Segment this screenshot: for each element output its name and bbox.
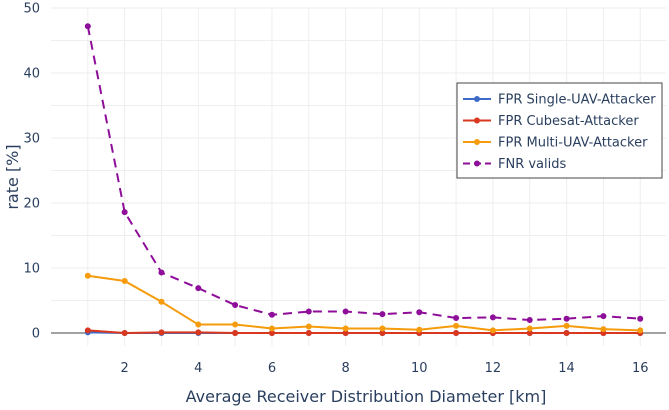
data-point[interactable] — [158, 329, 165, 336]
data-point[interactable] — [600, 313, 607, 320]
data-point[interactable] — [453, 330, 460, 336]
x-tick-label: 8 — [341, 361, 349, 376]
data-point[interactable] — [379, 325, 386, 332]
data-point[interactable] — [232, 321, 239, 328]
data-point[interactable] — [305, 323, 312, 330]
data-point[interactable] — [158, 269, 165, 276]
data-point[interactable] — [268, 325, 275, 332]
data-point[interactable] — [526, 325, 533, 332]
x-axis-title: Average Receiver Distribution Diameter [… — [186, 387, 547, 406]
y-tick-labels: 0 10 20 30 40 50 — [23, 2, 40, 342]
legend-label: FPR Multi-UAV-Attacker — [498, 136, 648, 151]
data-point[interactable] — [637, 327, 644, 334]
legend-item[interactable]: FPR Cubesat-Attacker — [463, 114, 639, 129]
x-tick-label: 2 — [121, 361, 129, 376]
legend-item[interactable]: FPR Multi-UAV-Attacker — [463, 136, 648, 151]
data-point[interactable] — [453, 315, 460, 322]
y-tick-label: 40 — [23, 67, 40, 82]
legend-item[interactable]: FNR valids — [463, 157, 567, 172]
legend-box — [456, 82, 663, 179]
legend-item[interactable]: FPR Single-UAV-Attacker — [463, 93, 656, 108]
data-point[interactable] — [305, 330, 312, 336]
series-3 — [84, 23, 644, 323]
data-point[interactable] — [232, 302, 239, 309]
data-point[interactable] — [379, 330, 386, 336]
data-point[interactable] — [600, 326, 607, 333]
legend-marker — [474, 96, 480, 102]
x-tick-label: 6 — [268, 361, 276, 376]
series-line — [87, 274, 641, 332]
data-point[interactable] — [342, 325, 349, 332]
legend-label: FPR Cubesat-Attacker — [498, 114, 639, 129]
y-tick-label: 20 — [23, 197, 40, 212]
legend-marker — [474, 160, 480, 167]
data-point[interactable] — [84, 272, 91, 279]
data-point[interactable] — [232, 330, 239, 336]
series-line — [86, 26, 641, 321]
data-point[interactable] — [563, 330, 570, 336]
data-point[interactable] — [121, 209, 128, 216]
data-point[interactable] — [526, 330, 533, 336]
data-point[interactable] — [416, 326, 423, 333]
data-point[interactable] — [563, 322, 570, 329]
legend-marker — [474, 139, 480, 145]
y-tick-label: 10 — [23, 262, 40, 277]
data-point[interactable] — [342, 308, 349, 315]
data-point[interactable] — [84, 23, 91, 30]
data-point[interactable] — [489, 314, 496, 321]
data-point[interactable] — [526, 317, 533, 323]
legend[interactable]: FPR Single-UAV-Attacker FPR Cubesat-Attac… — [456, 82, 663, 179]
data-point[interactable] — [158, 298, 165, 305]
series-lines — [84, 23, 644, 336]
x-tick-label: 14 — [558, 361, 575, 376]
data-point[interactable] — [305, 308, 312, 315]
data-point[interactable] — [195, 329, 202, 336]
y-tick-label: 0 — [32, 327, 40, 342]
x-tick-label: 12 — [485, 361, 502, 376]
legend-label: FNR valids — [498, 157, 567, 172]
x-tick-labels: 2 4 6 8 10 12 14 16 — [121, 361, 649, 376]
data-point[interactable] — [342, 330, 349, 336]
series-2 — [84, 272, 644, 334]
data-point[interactable] — [195, 285, 202, 292]
y-tick-label: 30 — [23, 132, 40, 147]
y-tick-label: 50 — [23, 2, 40, 17]
data-point[interactable] — [563, 315, 570, 322]
x-tick-label: 4 — [194, 361, 202, 376]
data-point[interactable] — [84, 327, 91, 334]
data-point[interactable] — [195, 321, 202, 328]
y-axis-title: rate [%] — [3, 144, 22, 209]
legend-label: FPR Single-UAV-Attacker — [498, 93, 656, 108]
data-point[interactable] — [489, 327, 496, 334]
data-point[interactable] — [637, 315, 644, 322]
legend-marker — [474, 117, 480, 124]
x-tick-label: 10 — [411, 361, 428, 376]
data-point[interactable] — [416, 309, 423, 316]
series-line — [87, 329, 641, 334]
x-tick-label: 16 — [632, 361, 649, 376]
data-point[interactable] — [268, 311, 275, 318]
data-point[interactable] — [121, 278, 128, 284]
data-point[interactable] — [121, 330, 128, 336]
data-point[interactable] — [453, 322, 460, 329]
data-point[interactable] — [268, 330, 275, 336]
data-point[interactable] — [379, 311, 386, 318]
